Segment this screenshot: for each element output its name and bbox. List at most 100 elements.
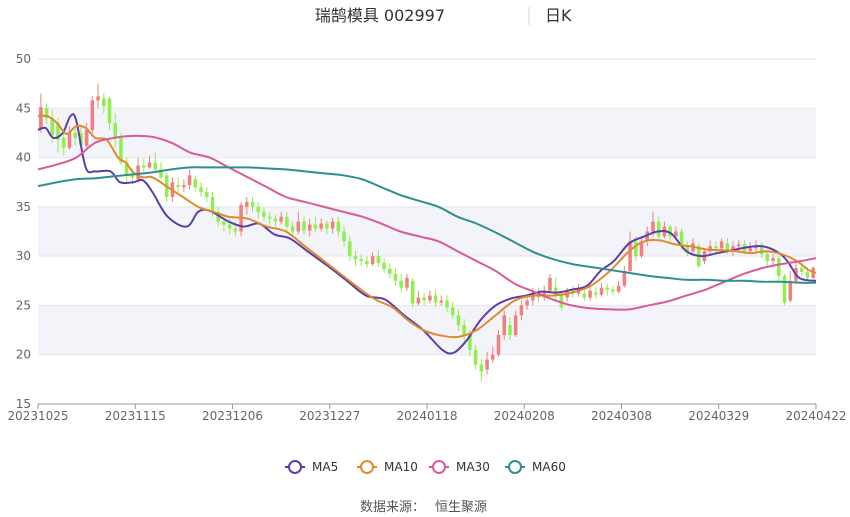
candle (359, 254, 363, 266)
candle (782, 273, 787, 306)
x-tick-label: 20231025 (7, 409, 68, 423)
y-tick-label: 40 (16, 151, 31, 165)
candle (273, 214, 278, 227)
candle (388, 263, 392, 278)
moving-average-lines (37, 113, 817, 355)
candle (325, 220, 329, 235)
candle (731, 241, 735, 257)
candle (353, 251, 358, 266)
x-tick-label: 20231115 (105, 409, 166, 423)
candle (102, 93, 106, 114)
x-tick-label: 20240208 (494, 409, 555, 423)
source-name: 恒生聚源 (435, 500, 487, 515)
legend-item-ma10[interactable]: MA10 (357, 460, 418, 474)
candle (519, 300, 524, 321)
candle (182, 179, 186, 193)
line-ma30 (37, 134, 817, 311)
candle (176, 177, 180, 193)
candle (439, 295, 444, 306)
candle (250, 197, 255, 212)
svg-text:MA5: MA5 (312, 460, 338, 474)
y-tick-label: 35 (16, 200, 31, 214)
candle (416, 290, 421, 306)
y-axis-ticks: 15 20 25 30 35 40 45 50 (16, 52, 31, 411)
candle (628, 231, 632, 274)
candle (622, 266, 627, 288)
chart-title: 瑞鹄模具 002997 (315, 6, 445, 25)
legend-item-ma30[interactable]: MA30 (429, 460, 490, 474)
x-tick-label: 20231206 (202, 409, 263, 423)
candle (548, 273, 552, 294)
line-ma60 (37, 166, 817, 284)
candle (216, 206, 220, 227)
candle (267, 211, 272, 225)
candle (153, 152, 158, 173)
svg-text:MA10: MA10 (384, 460, 418, 474)
candle (639, 236, 644, 259)
candle (513, 310, 518, 337)
candle (147, 155, 152, 170)
candle (124, 157, 129, 183)
candle (342, 226, 346, 247)
candle (239, 201, 243, 237)
candle (593, 286, 598, 299)
candle (714, 241, 718, 254)
candle (336, 216, 341, 237)
candle (193, 175, 198, 193)
candle (479, 358, 484, 382)
legend: MA5 MA10 MA30 MA60 (285, 460, 566, 474)
candle (302, 216, 306, 235)
candle (285, 211, 289, 232)
candle (553, 277, 558, 301)
candle (445, 295, 449, 313)
legend-item-ma60[interactable]: MA60 (505, 460, 566, 474)
candle (142, 157, 146, 173)
y-tick-label: 15 (16, 397, 31, 411)
candle (491, 346, 495, 363)
x-tick-label: 20240308 (591, 409, 652, 423)
candle (462, 319, 466, 341)
candle (330, 217, 335, 234)
x-tick-label: 20240118 (396, 409, 457, 423)
candle (90, 96, 95, 133)
svg-text:MA30: MA30 (456, 460, 490, 474)
candle (605, 283, 609, 296)
candle (393, 267, 398, 286)
candle (685, 241, 690, 257)
candle (399, 273, 404, 293)
grid-band (38, 305, 816, 355)
chart-subtitle: 日K (545, 6, 572, 25)
candle (616, 280, 621, 294)
candle (771, 254, 775, 266)
candle (473, 344, 478, 370)
grid-band (38, 108, 816, 158)
candle (382, 258, 386, 273)
candle (422, 292, 426, 306)
candle (313, 216, 318, 233)
candle (485, 351, 489, 375)
candle (525, 295, 529, 310)
y-tick-label: 25 (16, 298, 31, 312)
candle (656, 216, 661, 239)
candle (370, 252, 375, 266)
candle (290, 221, 295, 237)
candle (73, 127, 77, 146)
candle (245, 197, 249, 215)
candle (674, 226, 678, 239)
y-tick-label: 50 (16, 52, 31, 66)
candle (376, 250, 381, 267)
candle (187, 169, 192, 190)
candle (765, 250, 770, 266)
source-label: 数据来源： (360, 500, 425, 515)
candle (136, 157, 140, 183)
candle (39, 93, 43, 133)
candle (61, 129, 66, 156)
candle (296, 211, 301, 235)
legend-item-ma5[interactable]: MA5 (285, 460, 338, 474)
candle (347, 236, 352, 262)
candle (279, 211, 283, 225)
y-tick-label: 20 (16, 348, 31, 362)
candle (319, 218, 323, 232)
candle (542, 285, 547, 301)
